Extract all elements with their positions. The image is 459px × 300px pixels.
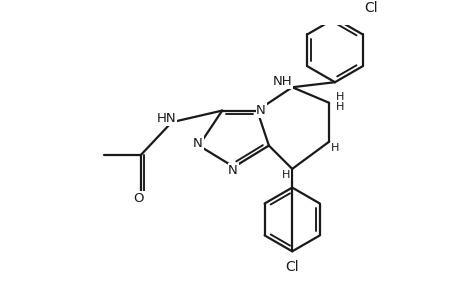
Text: N: N: [228, 164, 237, 177]
Text: N: N: [256, 104, 265, 117]
Text: H: H: [330, 142, 338, 152]
Text: NH: NH: [272, 75, 291, 88]
Text: N: N: [193, 137, 202, 150]
Text: Cl: Cl: [364, 1, 377, 15]
Text: HN: HN: [157, 112, 176, 125]
Text: H: H: [335, 102, 343, 112]
Text: Cl: Cl: [285, 260, 298, 274]
Text: H: H: [335, 92, 343, 102]
Text: H: H: [281, 170, 290, 180]
Text: O: O: [133, 192, 144, 205]
